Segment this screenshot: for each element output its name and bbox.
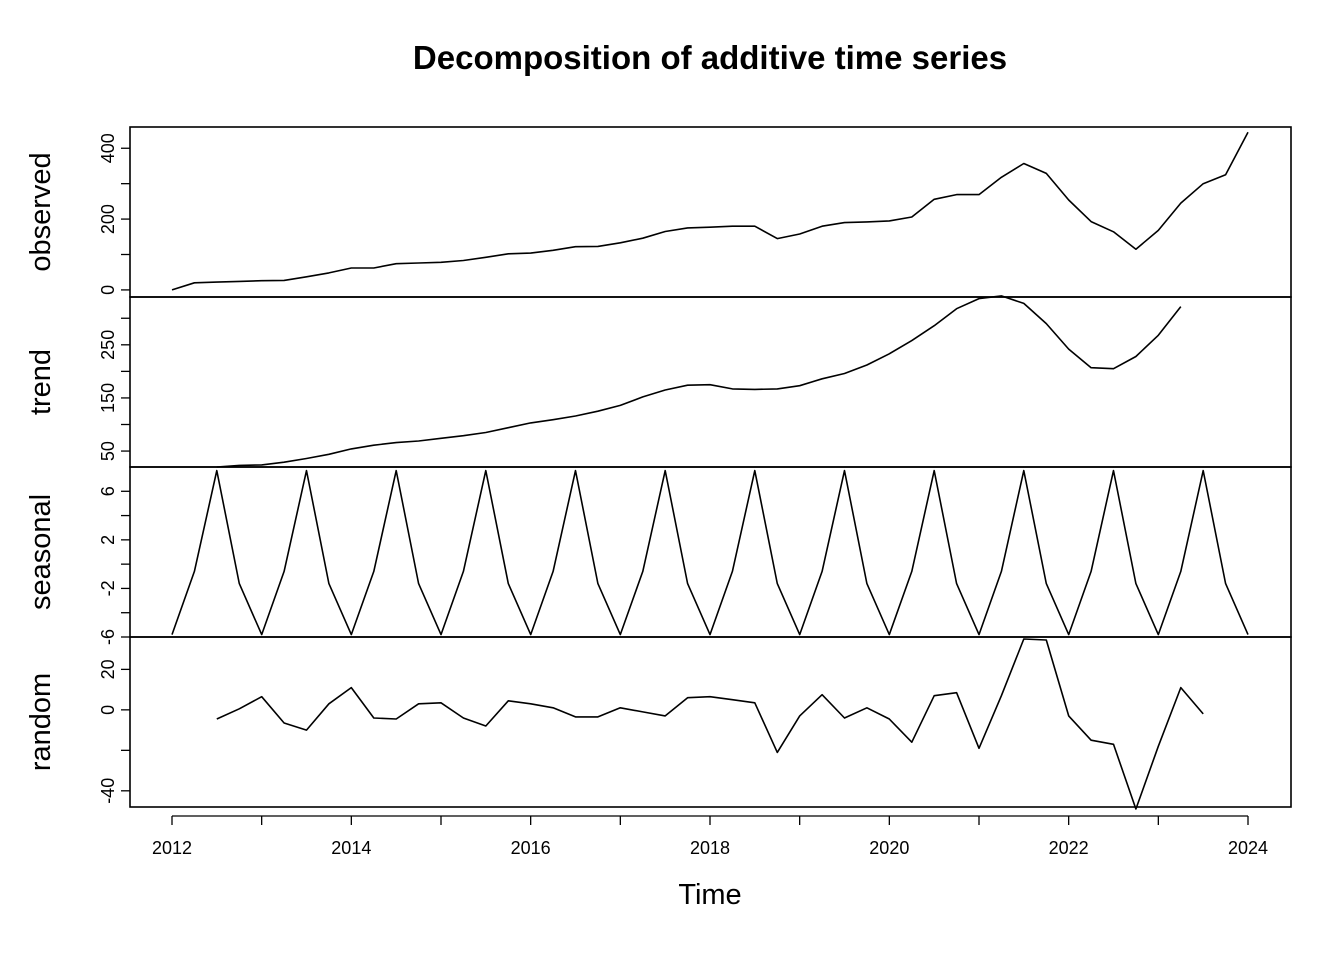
y-tick-label-observed-0: 0 — [98, 285, 118, 295]
x-tick-label-6: 2024 — [1228, 838, 1268, 858]
panel-trend: 50 150 250 trend — [25, 295, 1292, 468]
x-tick-label-3: 2018 — [690, 838, 730, 858]
panel-label-observed: observed — [25, 152, 57, 271]
x-tick-label-2: 2016 — [511, 838, 551, 858]
y-tick-label-trend-2: 150 — [98, 383, 118, 413]
series-line-seasonal — [171, 469, 1249, 636]
y-tick-label-seasonal-6: 6 — [98, 486, 118, 496]
panel-random: -40 0 20 random — [25, 636, 1292, 810]
panel-seasonal: -6 -2 2 6 seasonal — [25, 466, 1292, 645]
panel-frame-trend — [129, 296, 1292, 468]
panel-frame-seasonal — [129, 466, 1292, 638]
panels-group: 0200400observed50150250trend-6-226season… — [25, 126, 1292, 810]
x-tick-label-4: 2020 — [869, 838, 909, 858]
panel-label-trend: trend — [25, 349, 57, 415]
y-tick-label-random-2: 0 — [98, 705, 118, 715]
panel-frame-random — [129, 636, 1292, 808]
x-tick-label-0: 2012 — [152, 838, 192, 858]
x-tick-label-5: 2022 — [1049, 838, 1089, 858]
y-tick-label-random-3: 20 — [98, 659, 118, 679]
y-tick-label-seasonal-0: -6 — [98, 629, 118, 645]
panel-label-random: random — [25, 673, 57, 771]
y-tick-label-trend-0: 50 — [98, 441, 118, 461]
series-line-trend — [216, 295, 1182, 468]
x-axis: 2012 2014 2016 2018 2020 2022 2024 — [152, 815, 1268, 858]
panel-label-seasonal: seasonal — [25, 494, 57, 610]
y-tick-label-observed-2: 200 — [98, 204, 118, 234]
y-tick-label-trend-4: 250 — [98, 330, 118, 360]
y-tick-label-seasonal-4: 2 — [98, 535, 118, 545]
panel-observed: 0 200 400 observed — [25, 126, 1292, 298]
series-line-observed — [171, 131, 1249, 291]
panel-frame-observed — [129, 126, 1292, 298]
x-axis-label: Time — [678, 879, 741, 911]
y-tick-label-random-0: -40 — [98, 778, 118, 804]
chart-title: Decomposition of additive time series — [413, 39, 1007, 76]
y-tick-label-seasonal-2: -2 — [98, 580, 118, 596]
series-line-random — [216, 638, 1204, 810]
x-tick-label-1: 2014 — [331, 838, 371, 858]
y-tick-label-observed-4: 400 — [98, 133, 118, 163]
